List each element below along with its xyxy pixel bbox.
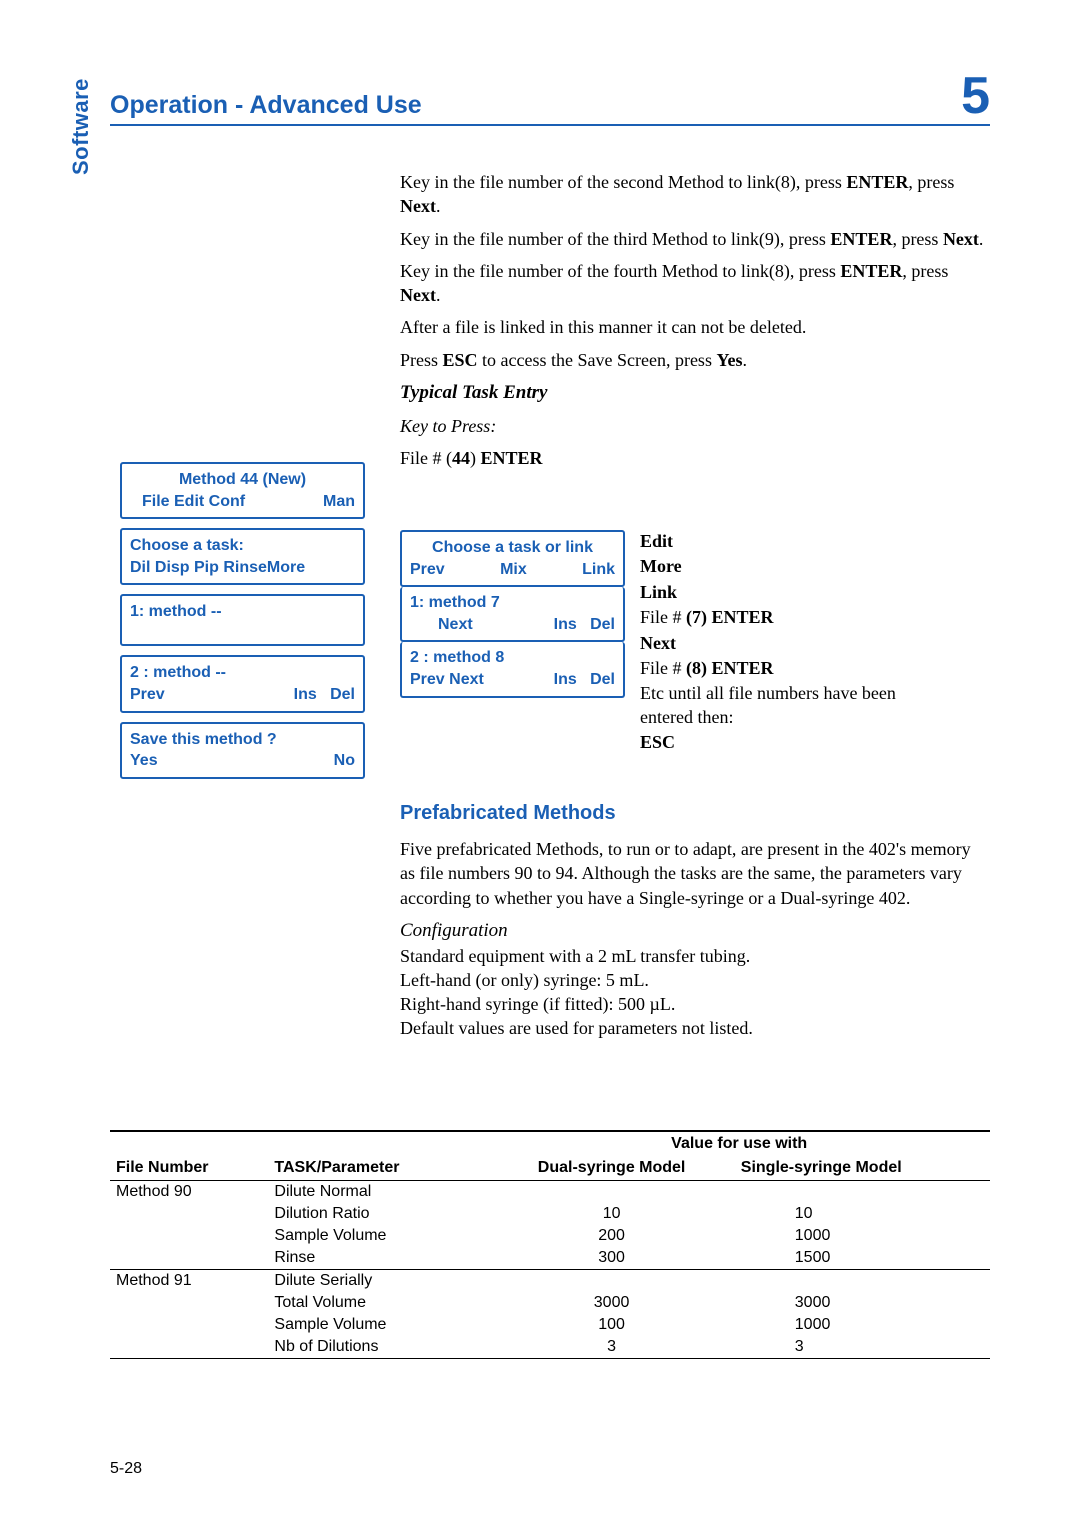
th-task-param: TASK/Parameter	[268, 1156, 488, 1181]
header-title: Operation - Advanced Use	[110, 91, 422, 124]
table-row: Method 91Dilute Serially	[110, 1270, 990, 1293]
key-sequence: Edit More Link File # (7) ENTER Next Fil…	[640, 530, 900, 757]
lcd-r3: 2 : method 8 Prev NextIns Del	[400, 642, 625, 697]
methods-table: Value for use with File Number TASK/Para…	[110, 1130, 990, 1359]
kw-esc: ESC	[443, 350, 478, 370]
table-row: Rinse3001500	[110, 1247, 990, 1270]
table-row: Total Volume30003000	[110, 1292, 990, 1314]
page-header: Operation - Advanced Use 5	[110, 70, 990, 126]
kw-yes: Yes	[716, 350, 742, 370]
kw-enter: ENTER	[846, 172, 908, 192]
lcd-r2: 1: method 7 NextIns Del	[400, 587, 625, 642]
table-suphead: Value for use with	[488, 1131, 990, 1156]
kw-next: Next	[400, 196, 436, 216]
p4-text: After a file is linked in this manner it…	[400, 315, 990, 339]
lcd-box-2: Choose a task: Dil Disp Pip RinseMore	[120, 528, 365, 585]
lcd-box-3: 1: method --	[120, 594, 365, 646]
lcd-box-5: Save this method ? YesNo	[120, 722, 365, 779]
p2-text: Key in the file number of the third Meth…	[400, 229, 830, 249]
typical-task-heading: Typical Task Entry	[400, 380, 990, 406]
table-row: Sample Volume1001000	[110, 1314, 990, 1336]
table-row: Sample Volume2001000	[110, 1225, 990, 1247]
chapter-number: 5	[961, 70, 990, 122]
side-tab-label: Software	[68, 78, 94, 175]
p1-text: Key in the file number of the second Met…	[400, 172, 846, 192]
upper-body-text: Key in the file number of the second Met…	[400, 170, 990, 478]
lcd-box-4: 2 : method -- PrevIns Del	[120, 655, 365, 712]
table-row: Method 90Dilute Normal	[110, 1181, 990, 1204]
prefab-p1: Five prefabricated Methods, to run or to…	[400, 837, 990, 910]
config-heading: Configuration	[400, 918, 990, 944]
lower-body-text: Prefabricated Methods Five prefabricated…	[400, 800, 990, 1041]
lcd-r1: Choose a task or link PrevMixLink	[400, 530, 625, 587]
th-single: Single-syringe Model	[735, 1156, 990, 1181]
lcd-right-stack: Choose a task or link PrevMixLink 1: met…	[400, 530, 625, 698]
prefab-heading: Prefabricated Methods	[400, 800, 990, 827]
page-number: 5-28	[110, 1460, 142, 1478]
p3-text: Key in the file number of the fourth Met…	[400, 261, 840, 281]
lcd-left-stack: Method 44 (New) File Edit ConfMan Choose…	[120, 462, 365, 788]
key-to-press-label: Key to Press:	[400, 414, 990, 438]
lcd-box-1: Method 44 (New) File Edit ConfMan	[120, 462, 365, 519]
th-dual: Dual-syringe Model	[488, 1156, 734, 1181]
table-row: Dilution Ratio1010	[110, 1203, 990, 1225]
th-file-number: File Number	[110, 1156, 268, 1181]
table-row: Nb of Dilutions33	[110, 1336, 990, 1359]
lcd1-line1: Method 44 (New)	[130, 469, 355, 491]
